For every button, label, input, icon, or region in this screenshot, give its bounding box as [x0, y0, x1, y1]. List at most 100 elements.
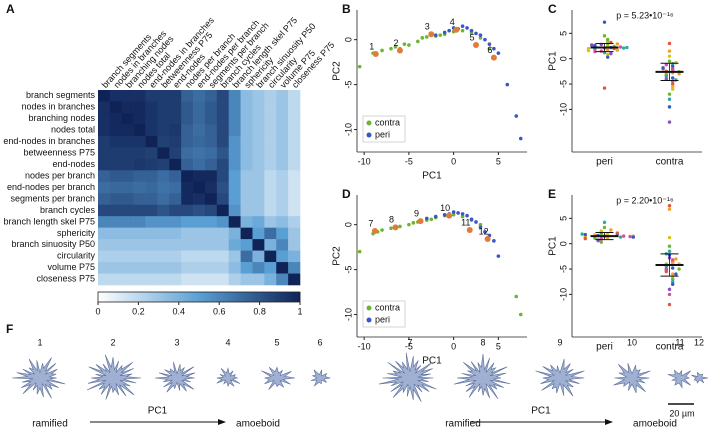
panel-label: B: [342, 2, 351, 16]
y-axis-label: PC2: [332, 61, 343, 81]
heatmap-cell: [228, 124, 241, 137]
scatter-point: [424, 216, 429, 221]
heatmap-cell: [252, 239, 265, 251]
x-axis-label: PC1: [422, 356, 442, 367]
cell-image: [216, 367, 241, 388]
heatmap-cell: [145, 101, 158, 114]
heatmap-cell: [216, 124, 230, 137]
heatmap-cell: [264, 147, 277, 160]
heatmap-cell: [276, 239, 289, 251]
heatmap-cell: [264, 273, 277, 286]
heatmap-cell: [145, 124, 158, 137]
x-tick-label: peri: [596, 342, 613, 353]
heatmap-cell: [181, 273, 194, 286]
heatmap-cell: [121, 112, 134, 125]
swarm-point: [583, 236, 587, 241]
heatmap-cell: [240, 90, 253, 102]
colorbar-step: [104, 292, 109, 302]
heatmap-cell: [181, 239, 194, 251]
swarm-point: [602, 20, 607, 24]
colorbar-step: [215, 292, 220, 302]
heatmap-cell: [228, 147, 241, 160]
scatter-point: [451, 212, 456, 217]
scatter-point: [505, 82, 510, 87]
heatmap-cell: [157, 227, 170, 240]
cell-number: 2: [110, 337, 115, 347]
swarm-point: [661, 66, 665, 70]
heatmap-cell: [240, 170, 253, 183]
highlight-point: [453, 26, 460, 33]
colorbar-step: [202, 292, 207, 302]
point-number: 11: [461, 217, 470, 227]
colorbar-step: [212, 292, 217, 302]
heatmap-cell: [288, 273, 301, 286]
heatmap-cell: [133, 90, 146, 102]
heatmap-cell: [264, 101, 277, 114]
heatmap-cell: [157, 216, 170, 228]
heatmap-cell: [264, 227, 277, 240]
heatmap-cell: [240, 181, 253, 194]
heatmap-cell: [98, 239, 111, 251]
colorbar-step: [293, 292, 297, 302]
heatmap-cell: [157, 124, 170, 137]
heatmap-cell: [169, 193, 182, 206]
swarm-point: [671, 261, 675, 265]
colorbar-tick-label: 0.8: [253, 306, 266, 316]
swarm-point: [622, 234, 626, 238]
heatmap-cell: [216, 101, 230, 114]
heatmap-cell: [145, 158, 158, 171]
heatmap-cell: [121, 181, 134, 194]
swarm-point: [618, 45, 623, 49]
highlight-point: [396, 47, 403, 54]
heatmap-cell: [157, 112, 170, 125]
heatmap-cell: [228, 239, 241, 251]
heatmap-cell: [169, 90, 182, 102]
colorbar-step: [114, 292, 119, 302]
swarm-point: [667, 105, 672, 109]
scale-bar-label: 20 µm: [669, 408, 694, 418]
heatmap-cell: [181, 204, 194, 217]
row-label: branch length skel P75: [3, 216, 95, 226]
heatmap-cell: [145, 204, 158, 217]
heatmap-cell: [145, 135, 158, 148]
heatmap-cell: [169, 135, 182, 148]
heatmap-cell: [133, 262, 146, 274]
cell-number: 7: [407, 337, 412, 347]
panel-label: C: [548, 2, 557, 16]
heatmap-cell: [109, 158, 123, 171]
cell-number: 9: [557, 337, 562, 347]
heatmap-cell: [181, 90, 194, 102]
highlight-point: [417, 218, 424, 225]
heatmap-cell: [240, 158, 253, 171]
swarm-point: [628, 234, 632, 239]
swarm-point: [664, 269, 668, 274]
heatmap-cell: [157, 135, 170, 148]
swarm-point: [674, 78, 678, 82]
row-label: volume P75: [47, 262, 95, 272]
cell-image: [310, 369, 331, 387]
y-tick-label: 0: [343, 222, 353, 227]
swarm-point: [667, 49, 672, 53]
heatmap-cell: [288, 112, 301, 125]
heatmap-cell: [276, 227, 289, 240]
swarm-point: [618, 235, 623, 239]
heatmap-cell: [121, 90, 134, 102]
heatmap-cell: [145, 170, 158, 183]
heatmap-cell: [109, 170, 123, 183]
heatmap-cell: [264, 124, 277, 137]
scatter-point: [483, 37, 487, 42]
heatmap-cell: [240, 147, 253, 160]
heatmap-cell: [193, 112, 206, 125]
heatmap-cell: [181, 227, 194, 240]
row-label: branch sinuosity P50: [11, 239, 95, 249]
heatmap-cell: [288, 124, 301, 137]
heatmap-cell: [216, 204, 230, 217]
cell-number: 6: [317, 337, 322, 347]
heatmap-cell: [288, 216, 301, 228]
colorbar-step: [168, 292, 173, 302]
heatmap-cell: [288, 262, 301, 274]
colorbar-step: [155, 292, 159, 302]
heatmap-cell: [216, 90, 230, 102]
heatmap-cell: [240, 193, 253, 206]
colorbar-tick-label: 0.6: [213, 306, 226, 316]
